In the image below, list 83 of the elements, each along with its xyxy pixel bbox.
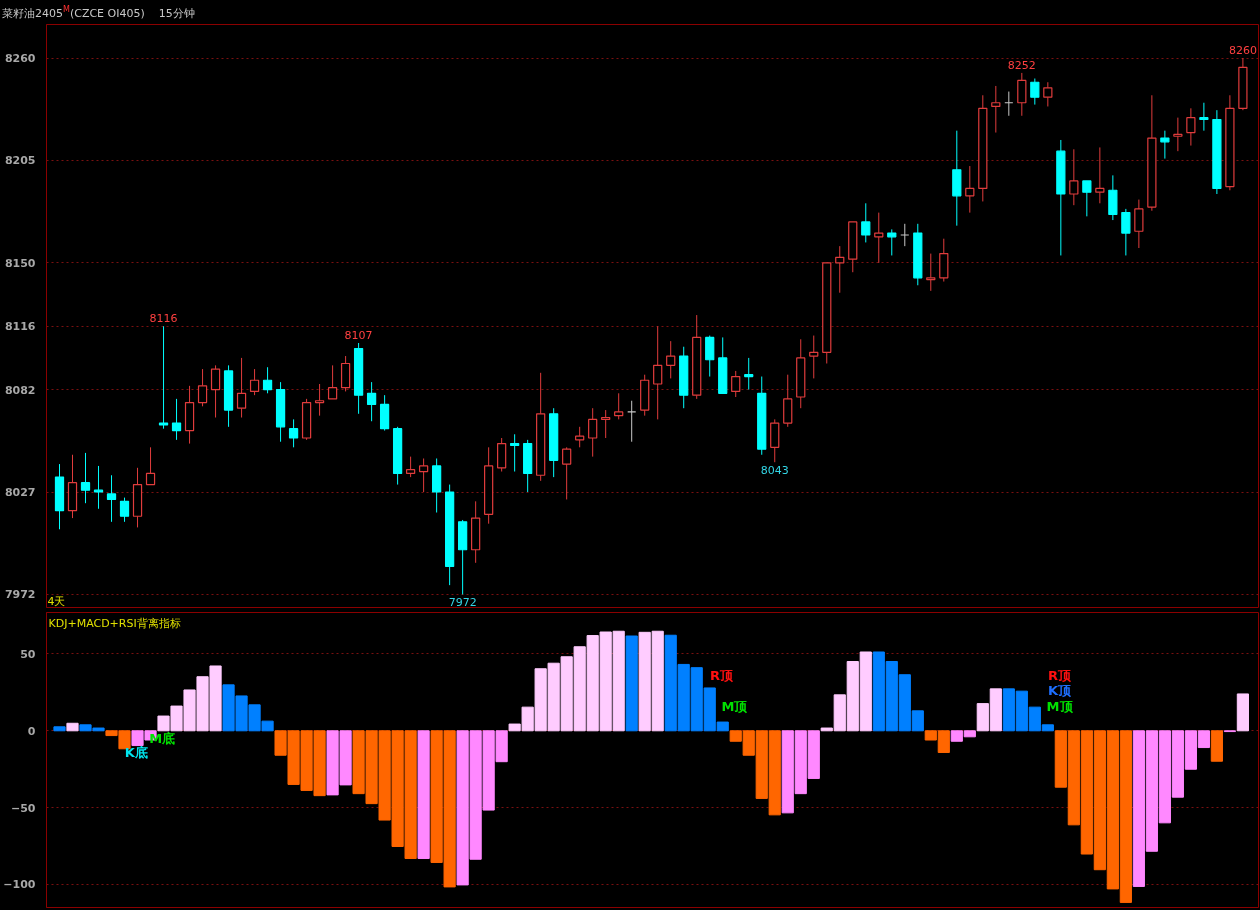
candlestick — [1121, 208, 1131, 256]
candlestick — [1199, 102, 1209, 132]
candlestick — [80, 452, 91, 504]
candlestick — [210, 364, 221, 419]
bar — [66, 722, 79, 732]
candlestick — [653, 325, 663, 420]
y-tick-label: 8116 — [4, 320, 36, 334]
candlestick — [106, 474, 117, 523]
candlestick — [1017, 72, 1027, 117]
chart-subtitle: 15分钟 — [158, 6, 195, 20]
candlestick — [861, 202, 871, 243]
candlestick — [405, 456, 416, 478]
annotation: M顶 — [1046, 699, 1074, 715]
candlestick — [1095, 146, 1105, 204]
candlestick — [1160, 130, 1170, 160]
candlestick — [666, 340, 676, 379]
chart-title: 菜籽油2405$^{M}$(CZCE OI405) — [2, 5, 145, 20]
annotation: 7972 — [448, 596, 477, 610]
candlestick — [327, 364, 338, 400]
annotation: 8107 — [344, 329, 373, 343]
candlestick — [614, 392, 624, 420]
candlestick — [991, 85, 1001, 134]
candlestick — [171, 398, 182, 441]
candlestick — [119, 497, 130, 523]
candlestick — [418, 457, 429, 493]
candlestick — [1043, 81, 1053, 107]
candlestick — [887, 228, 897, 256]
candlestick — [1030, 78, 1040, 106]
candlestick — [588, 407, 598, 458]
candlestick — [1134, 199, 1144, 249]
candlestick — [744, 357, 754, 391]
y-tick-label: 8150 — [4, 256, 36, 270]
y-tick-label: 8205 — [4, 154, 36, 168]
candlestick — [965, 165, 975, 214]
annotation: M底 — [149, 730, 176, 746]
candlestick — [158, 325, 169, 430]
annotation: 8043 — [760, 464, 789, 478]
bar — [417, 730, 430, 859]
candlestick — [1082, 180, 1092, 217]
annotation: R顶 — [1048, 667, 1073, 683]
annotation: K底 — [124, 744, 148, 760]
annotation: M顶 — [721, 699, 749, 715]
y-tick-label: 0 — [27, 724, 36, 738]
bar — [53, 726, 66, 732]
candlestick — [1186, 107, 1196, 147]
candlestick — [926, 253, 936, 292]
candlestick — [874, 212, 884, 264]
text: KDJ+MACD+RSI背离指标 — [48, 616, 181, 630]
y-tick-label: 8027 — [4, 486, 36, 500]
candlestick — [314, 383, 325, 417]
candlestick — [562, 446, 572, 500]
y-tick-label: 50 — [20, 647, 36, 661]
candlestick — [197, 368, 208, 407]
y-tick-label: −100 — [3, 878, 36, 892]
bar — [1236, 693, 1249, 732]
candlestick — [145, 446, 156, 486]
candlestick — [705, 335, 715, 378]
candlestick — [1069, 148, 1079, 206]
candlestick — [1173, 117, 1183, 152]
candlestick — [601, 409, 611, 439]
annotation: K顶 — [1048, 683, 1073, 699]
candlestick — [366, 381, 377, 422]
candlestick — [731, 370, 741, 398]
candlestick — [249, 368, 260, 396]
y-tick-label: 7972 — [4, 588, 36, 602]
candlestick — [575, 426, 585, 448]
annotation: 4天 — [47, 594, 66, 608]
y-tick-label: 8260 — [4, 52, 36, 66]
bar — [625, 635, 638, 732]
y-tick-label: −50 — [10, 801, 36, 815]
candlestick — [510, 433, 520, 473]
candlestick — [288, 418, 299, 448]
candlestick — [236, 357, 247, 419]
candlestick — [262, 366, 273, 394]
candlestick — [835, 245, 845, 294]
annotation: 8260 — [1228, 44, 1257, 58]
annotation: 8116 — [149, 312, 178, 326]
y-tick-label: 8082 — [4, 383, 36, 397]
bar — [1210, 730, 1223, 762]
candlestick — [809, 335, 819, 379]
candlestick — [93, 465, 104, 510]
annotation: R顶 — [709, 667, 734, 683]
annotation: 8252 — [1007, 58, 1036, 72]
